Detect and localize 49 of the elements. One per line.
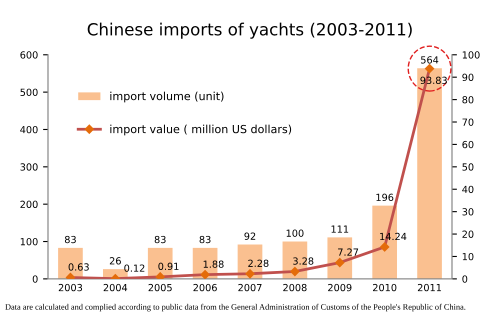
data-label: 0.12 — [124, 264, 144, 272]
y2-tick-label: 20 — [462, 230, 474, 238]
data-label: 83 — [200, 236, 211, 244]
x-tick-label: 2005 — [148, 284, 172, 292]
data-label: 1.88 — [204, 260, 224, 268]
x-tick-label: 2003 — [58, 284, 82, 292]
y-tick-label: 0 — [32, 275, 38, 283]
x-tick-label: 2006 — [193, 284, 217, 292]
y2-tick-label: 10 — [462, 252, 474, 260]
data-label: 83 — [154, 236, 166, 244]
data-label: 564 — [421, 56, 438, 64]
data-label: 100 — [286, 230, 304, 237]
chart-title: Chinese imports of yachts (2003-2011) — [88, 22, 412, 39]
x-tick-label: 2004 — [104, 284, 128, 292]
data-label: 3.28 — [293, 257, 314, 265]
legend-label: import value ( million US dollars) — [110, 124, 292, 136]
y-tick-label: 100 — [20, 238, 38, 246]
x-tick-label: 2009 — [328, 284, 352, 292]
legend-label: import volume (unit) — [110, 92, 224, 102]
y2-tick-label: 80 — [462, 96, 474, 104]
y2-tick-label: 30 — [462, 208, 474, 216]
data-label: 2.28 — [248, 260, 268, 267]
x-tick-label: 2010 — [373, 284, 396, 292]
y-tick-label: 400 — [20, 126, 38, 134]
data-label: 26 — [110, 257, 121, 265]
y-tick-label: 600 — [20, 51, 38, 59]
text: Data are calculated and complied according to public data from the General Administration of Customs of the People's Republic of China. — [5, 304, 466, 312]
data-label: 0.63 — [68, 263, 89, 271]
data-label: 111 — [332, 226, 348, 233]
y2-tick-label: 50 — [462, 163, 474, 171]
data-label: 7.27 — [338, 248, 358, 256]
x-tick-label: 2008 — [283, 284, 307, 292]
y2-tick-label: 0 — [462, 275, 468, 283]
data-label: 93.83 — [420, 76, 447, 84]
data-label: 0.91 — [158, 262, 178, 270]
x-tick-label: 2011 — [418, 284, 442, 292]
y2-tick-label: 100 — [462, 51, 480, 59]
y-tick-label: 500 — [20, 88, 38, 96]
y2-tick-label: 90 — [462, 74, 474, 82]
data-label: 14.24 — [380, 232, 406, 240]
y-tick-label: 300 — [20, 163, 38, 171]
y2-tick-label: 40 — [462, 186, 474, 194]
data-label: 83 — [64, 236, 76, 244]
y2-tick-label: 70 — [462, 118, 474, 126]
y2-tick-label: 60 — [462, 140, 474, 148]
y-tick-label: 200 — [20, 200, 38, 208]
data-label: 92 — [244, 232, 256, 240]
x-tick-label: 2007 — [238, 284, 262, 292]
data-label: 196 — [376, 194, 394, 202]
